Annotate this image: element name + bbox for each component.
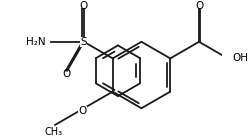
Text: O: O bbox=[78, 106, 87, 116]
Text: O: O bbox=[195, 1, 203, 10]
Text: S: S bbox=[80, 37, 87, 47]
Text: H₂N: H₂N bbox=[26, 37, 45, 47]
Text: CH₃: CH₃ bbox=[45, 127, 63, 137]
Text: O: O bbox=[80, 1, 88, 10]
Text: OH: OH bbox=[232, 53, 248, 63]
Text: O: O bbox=[62, 69, 70, 79]
